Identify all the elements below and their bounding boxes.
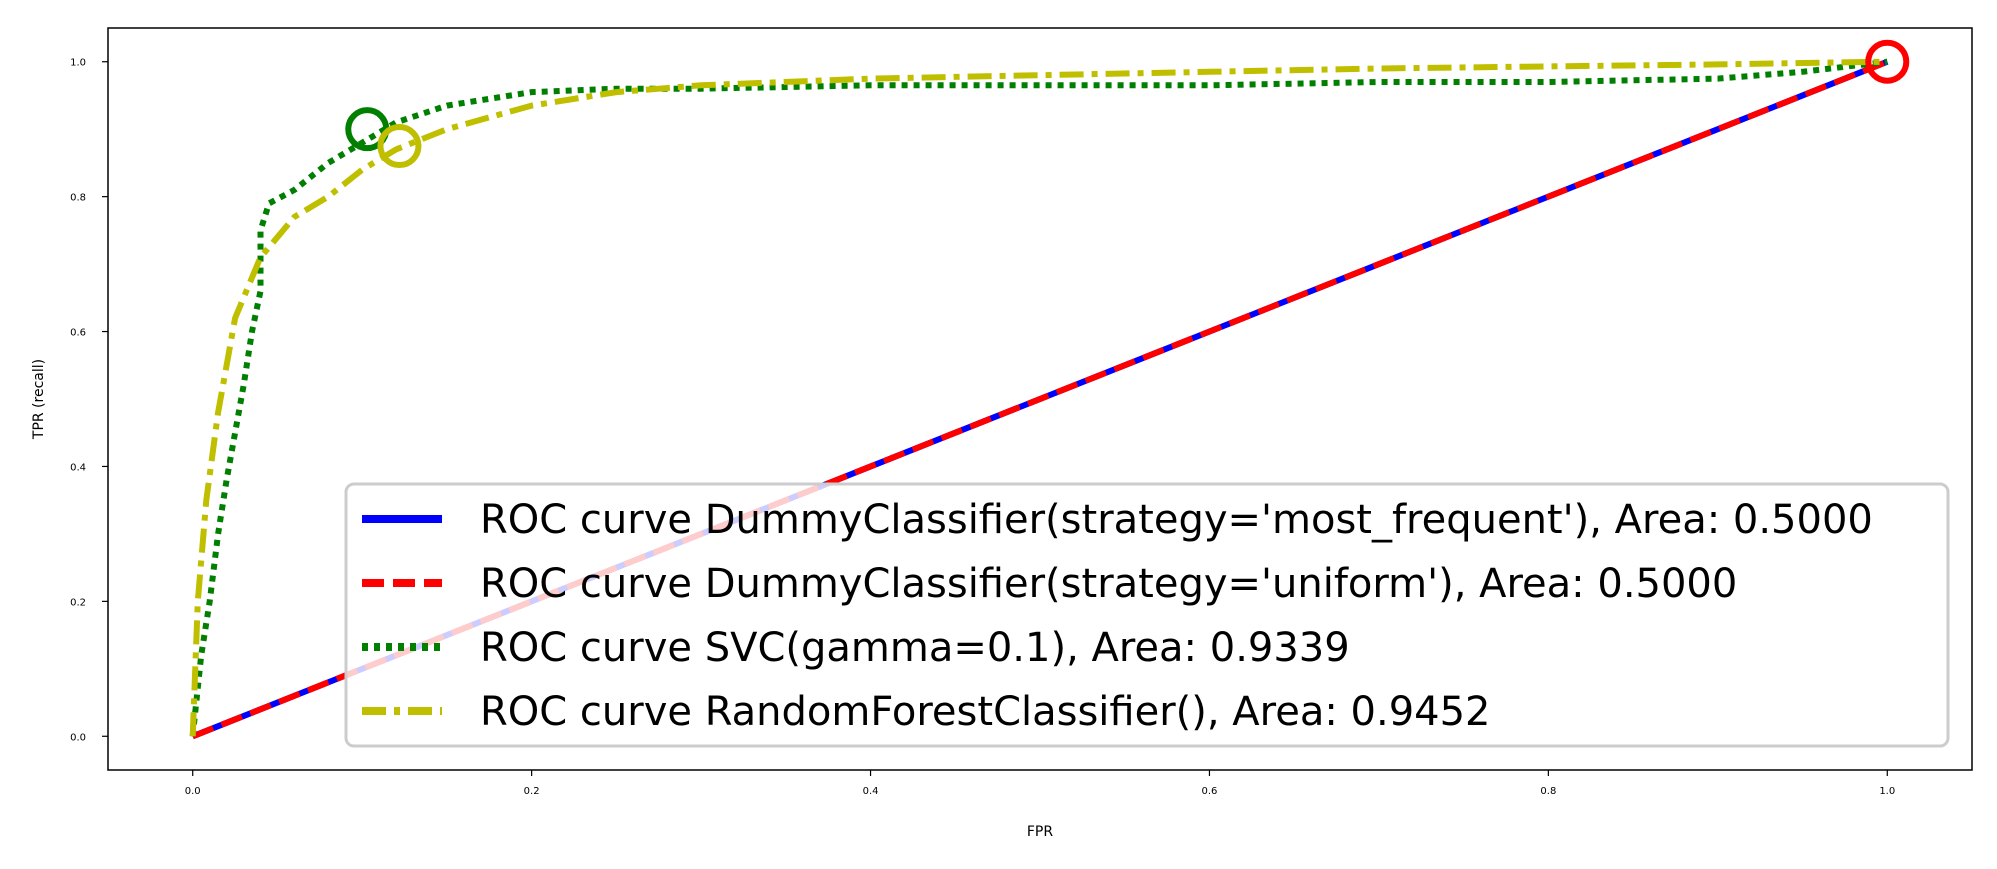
- legend-entries: ROC curve DummyClassifier(strategy='most…: [362, 497, 1873, 735]
- series-line-3: [189, 58, 1888, 737]
- legend-box: [344, 482, 1950, 748]
- threshold-markers: [345, 39, 1910, 169]
- legend-label-4: ROC curve RandomForestClassifier(), Area…: [480, 689, 1491, 735]
- x-tick-label: 0.6: [1202, 786, 1218, 797]
- legend-label-3: ROC curve SVC(gamma=0.1), Area: 0.9339: [480, 625, 1350, 671]
- y-tick-label: 0.6: [70, 328, 86, 339]
- series-line-2: [191, 58, 1889, 740]
- y-axis-label: TPR (recall): [31, 359, 47, 440]
- y-axis-ticks: 0.0 0.2 0.4 0.6 0.8 1.0: [70, 58, 108, 743]
- x-tick-label: 0.4: [863, 786, 879, 797]
- y-tick-label: 0.2: [70, 597, 86, 608]
- x-axis-ticks: 0.0 0.2 0.4 0.6 0.8 1.0: [185, 770, 1895, 797]
- x-tick-label: 0.8: [1540, 786, 1556, 797]
- series-line-4: [189, 58, 1888, 737]
- y-tick-label: 0.0: [70, 732, 86, 743]
- y-tick-label: 0.4: [70, 462, 86, 473]
- x-tick-label: 0.2: [524, 786, 540, 797]
- x-axis-label: FPR: [1027, 824, 1053, 840]
- plot-frame: [107, 27, 1973, 771]
- x-tick-label: 1.0: [1879, 786, 1895, 797]
- y-tick-label: 1.0: [70, 58, 86, 69]
- y-tick-label: 0.8: [70, 193, 86, 204]
- legend-label-2: ROC curve DummyClassifier(strategy='unif…: [480, 561, 1737, 607]
- legend: ROC curve DummyClassifier(strategy='most…: [344, 482, 1950, 748]
- legend-label-1: ROC curve DummyClassifier(strategy='most…: [480, 497, 1873, 543]
- x-tick-label: 0.0: [185, 786, 201, 797]
- threshold-marker-2: [1865, 39, 1910, 84]
- threshold-marker-4: [377, 124, 422, 169]
